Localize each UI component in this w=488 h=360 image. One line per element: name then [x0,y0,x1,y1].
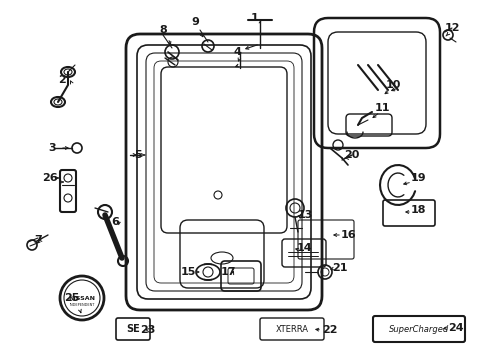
Text: 7: 7 [34,235,42,245]
Text: 23: 23 [140,325,155,335]
Text: SE: SE [126,324,140,334]
Text: 3: 3 [48,143,56,153]
Text: 11: 11 [373,103,389,113]
Text: 10: 10 [385,80,400,90]
Text: 14: 14 [297,243,312,253]
Text: 17: 17 [220,267,235,277]
Text: 15: 15 [180,267,195,277]
Text: SuperCharged: SuperCharged [388,324,448,333]
Text: 16: 16 [340,230,355,240]
Text: 26: 26 [42,173,58,183]
Text: 1: 1 [251,13,258,23]
Text: 8: 8 [159,25,166,35]
Text: 6: 6 [111,217,119,227]
Text: 5: 5 [134,150,142,160]
Text: 13: 13 [297,210,312,220]
Text: 4: 4 [233,47,241,57]
Text: 21: 21 [331,263,347,273]
Text: INDEPENDENT: INDEPENDENT [69,303,95,307]
Text: 19: 19 [409,173,425,183]
Text: NISSAN: NISSAN [68,296,95,301]
Text: 24: 24 [447,323,463,333]
Text: 9: 9 [191,17,199,27]
Text: 22: 22 [322,325,337,335]
Text: 20: 20 [344,150,359,160]
Text: 18: 18 [409,205,425,215]
Text: 25: 25 [64,293,80,303]
Text: XTERRA: XTERRA [275,324,308,333]
Text: 12: 12 [443,23,459,33]
Text: 2: 2 [58,75,66,85]
